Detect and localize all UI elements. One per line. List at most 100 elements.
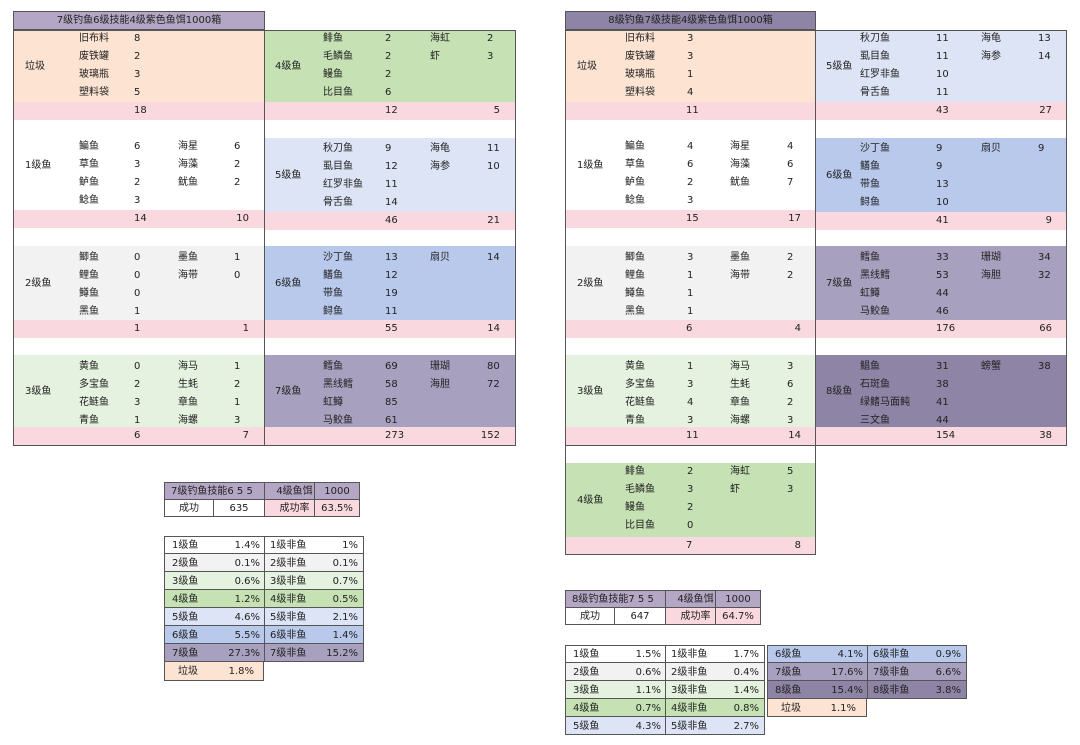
item-count: 2	[234, 177, 241, 188]
rate-fish-label: 1级鱼	[573, 649, 600, 660]
rate-fish-label: 4级鱼	[172, 594, 199, 605]
item-count: 12	[385, 270, 398, 281]
rate-divider	[867, 663, 868, 681]
rate-fish-label: 7级鱼	[172, 648, 199, 659]
rate-nonfish-label: 6级非鱼	[270, 630, 307, 641]
section-label: 6级鱼	[826, 170, 853, 181]
item-count: 4	[687, 397, 694, 408]
item-count: 2	[687, 177, 694, 188]
item-name: 废铁罐	[79, 51, 109, 62]
rate-nonfish-value: 0.8%	[733, 703, 759, 714]
item-name: 鲫鱼	[79, 252, 99, 263]
item-count: 2	[787, 397, 794, 408]
rate-nonfish-value: 1%	[342, 540, 358, 551]
rate-fish-label: 3级鱼	[172, 576, 199, 587]
section-sum-fish: 18	[134, 105, 147, 116]
item-name: 带鱼	[323, 288, 343, 299]
rate-nonfish-value: 1.4%	[332, 630, 358, 641]
rate-fish-label: 2级鱼	[172, 558, 199, 569]
item-count: 1	[687, 69, 694, 80]
item-name: 草鱼	[79, 159, 99, 170]
section-l6-bg	[816, 138, 1067, 212]
section-trash-bg	[565, 30, 816, 102]
section-sum-other: 10	[236, 213, 249, 224]
rate-nonfish-value: 0.4%	[733, 667, 759, 678]
section-label: 5级鱼	[826, 61, 853, 72]
section-label: 5级鱼	[275, 170, 302, 181]
rate-fish-label: 4级鱼	[573, 703, 600, 714]
item-name: 海星	[730, 141, 750, 152]
rate-fish-value: 1.4%	[234, 540, 260, 551]
item-count: 2	[687, 466, 694, 477]
item-count: 2	[787, 252, 794, 263]
rate-divider	[264, 608, 265, 626]
section-l6-sum-row	[265, 320, 515, 338]
item-name: 青鱼	[625, 415, 645, 426]
section-sum-other: 7	[242, 430, 249, 441]
item-name: 比目鱼	[323, 87, 353, 98]
rate-fish-value: 27.3%	[228, 648, 260, 659]
item-count: 3	[134, 397, 141, 408]
section-sum-other: 1	[242, 323, 249, 334]
item-name: 鳝鱼	[860, 161, 880, 172]
item-count: 0	[234, 270, 241, 281]
rate-nonfish-value: 2.1%	[332, 612, 358, 623]
item-count: 2	[134, 51, 141, 62]
item-count: 1	[687, 288, 694, 299]
item-count: 10	[487, 161, 500, 172]
rate-fish-value: 1.5%	[635, 649, 661, 660]
item-name: 旧布料	[79, 33, 109, 44]
rate-nonfish-label: 8级非鱼	[873, 685, 910, 696]
rate-divider	[264, 590, 265, 608]
item-name: 海龟	[981, 33, 1001, 44]
section-sum-fish: 55	[385, 323, 398, 334]
item-count: 44	[936, 415, 949, 426]
item-name: 塑料袋	[79, 87, 109, 98]
item-count: 1	[687, 270, 694, 281]
rate-nonfish-value: 1.7%	[733, 649, 759, 660]
item-count: 2	[385, 69, 392, 80]
item-name: 比目鱼	[625, 520, 655, 531]
item-count: 4	[787, 141, 794, 152]
item-name: 鲱鱼	[323, 33, 343, 44]
item-name: 海虹	[430, 33, 450, 44]
section-label: 1级鱼	[25, 160, 52, 171]
section-l3-bg	[565, 355, 816, 427]
right-table-border-bottom	[565, 445, 816, 555]
item-count: 5	[134, 87, 141, 98]
section-l7-sum-row	[816, 320, 1067, 338]
item-count: 3	[687, 415, 694, 426]
section-sum-other: 5	[493, 105, 500, 116]
rate-divider	[665, 663, 666, 681]
rate-fish-value: 0.1%	[234, 558, 260, 569]
item-count: 32	[1038, 270, 1051, 281]
section-trash-sum-row	[565, 102, 816, 120]
item-name: 虱目鱼	[860, 51, 890, 62]
item-name: 墨鱼	[178, 252, 198, 263]
rate-nonfish-label: 3级非鱼	[270, 576, 307, 587]
trash-rate-label: 垃圾	[178, 666, 198, 677]
item-count: 14	[1038, 51, 1051, 62]
item-count: 2	[134, 177, 141, 188]
section-sum-other: 8	[794, 540, 801, 551]
item-count: 1	[687, 306, 694, 317]
rate-nonfish-label: 6级非鱼	[873, 649, 910, 660]
item-name: 鳕鱼	[323, 361, 343, 372]
item-count: 80	[487, 361, 500, 372]
item-count: 1	[687, 361, 694, 372]
section-sum-fish: 1	[134, 323, 141, 334]
item-name: 黑鱼	[79, 306, 99, 317]
item-name: 塑料袋	[625, 87, 655, 98]
section-l3-sum-row	[565, 427, 816, 445]
rate-fish-value: 4.3%	[635, 721, 661, 732]
item-name: 鲫鱼	[625, 252, 645, 263]
rate-fish-value: 0.6%	[635, 667, 661, 678]
item-count: 41	[936, 397, 949, 408]
item-name: 虾	[430, 51, 440, 62]
item-name: 草鱼	[625, 159, 645, 170]
item-count: 6	[234, 141, 241, 152]
item-count: 3	[134, 159, 141, 170]
rate-nonfish-value: 0.7%	[332, 576, 358, 587]
summary-count: 1000	[715, 590, 761, 608]
item-name: 鳗鱼	[625, 502, 645, 513]
